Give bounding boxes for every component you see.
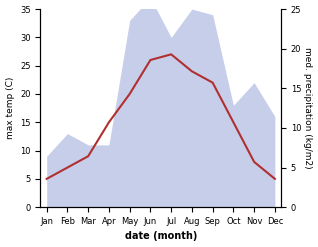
- Y-axis label: max temp (C): max temp (C): [5, 77, 15, 139]
- Y-axis label: med. precipitation (kg/m2): med. precipitation (kg/m2): [303, 47, 313, 169]
- X-axis label: date (month): date (month): [125, 231, 197, 242]
